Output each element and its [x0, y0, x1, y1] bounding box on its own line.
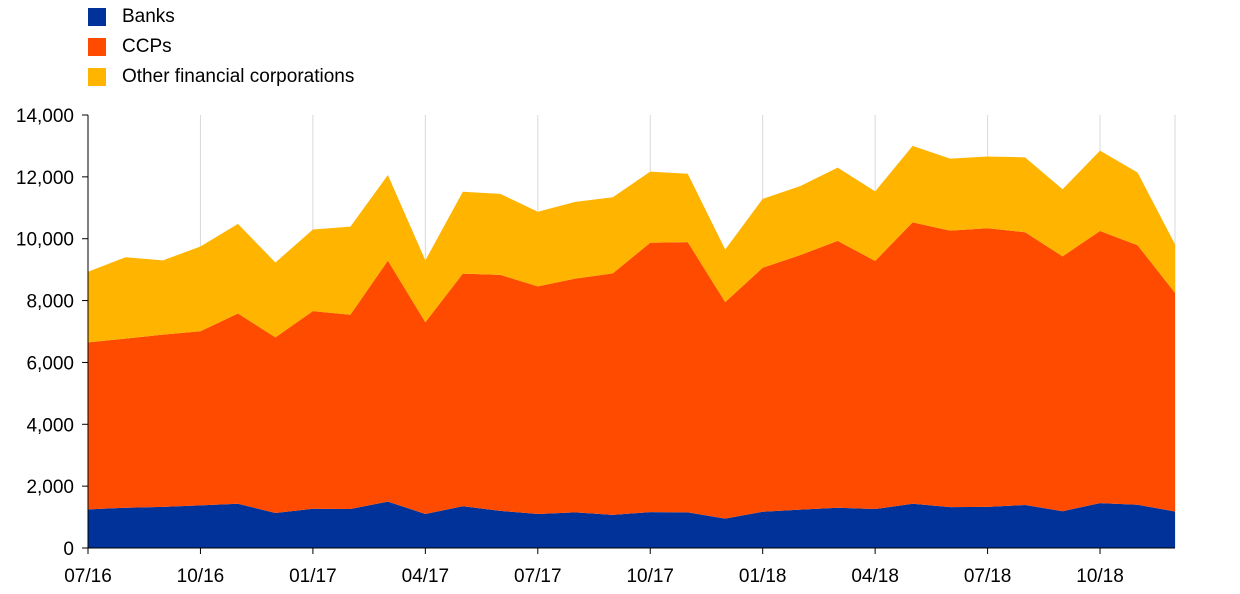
area-ccps — [88, 222, 1175, 519]
area-other-financial-corporations — [88, 145, 1175, 343]
y-tick-label-14000: 14,000 — [16, 106, 74, 127]
legend: Banks CCPs Other financial corporations — [88, 2, 354, 92]
y-tick-label-8000: 8,000 — [26, 292, 74, 313]
label-layer: 0 2,000 4,000 6,000 8,000 10,000 12,000 14,000 0… — [16, 106, 1124, 587]
axis-layer — [82, 114, 1175, 554]
y-tick-label-0: 0 — [63, 539, 74, 560]
y-tick-label-4000: 4,000 — [26, 415, 74, 436]
legend-label-banks: Banks — [122, 6, 175, 27]
x-tick-label-10-17: 10/17 — [626, 566, 674, 587]
x-tick-label-04-18: 04/18 — [851, 566, 899, 587]
x-tick-label-07-18: 07/18 — [964, 566, 1012, 587]
x-tick-label-10-16: 10/16 — [177, 566, 225, 587]
legend-swatch-banks — [88, 8, 106, 26]
x-tick-label-07-17: 07/17 — [514, 566, 562, 587]
legend-swatch-other-financial-corporations — [88, 68, 106, 86]
x-tick-label-04-17: 04/17 — [402, 566, 450, 587]
y-tick-label-10000: 10,000 — [16, 230, 74, 251]
y-tick-label-6000: 6,000 — [26, 353, 74, 374]
y-tick-label-2000: 2,000 — [26, 477, 74, 498]
legend-label-other-financial-corporations: Other financial corporations — [122, 66, 355, 87]
legend-item-banks: Banks — [88, 2, 354, 32]
area-banks — [88, 501, 1175, 548]
x-tick-label-10-18: 10/18 — [1076, 566, 1124, 587]
legend-item-other-financial-corporations: Other financial corporations — [88, 62, 354, 92]
x-tick-label-07-16: 07/16 — [64, 566, 112, 587]
legend-swatch-ccps — [88, 38, 106, 56]
legend-item-ccps: CCPs — [88, 32, 354, 62]
x-tick-label-01-18: 01/18 — [739, 566, 787, 587]
x-tick-label-01-17: 01/17 — [289, 566, 337, 587]
y-tick-label-12000: 12,000 — [16, 168, 74, 189]
area-layer — [88, 145, 1175, 548]
legend-label-ccps: CCPs — [122, 36, 172, 57]
